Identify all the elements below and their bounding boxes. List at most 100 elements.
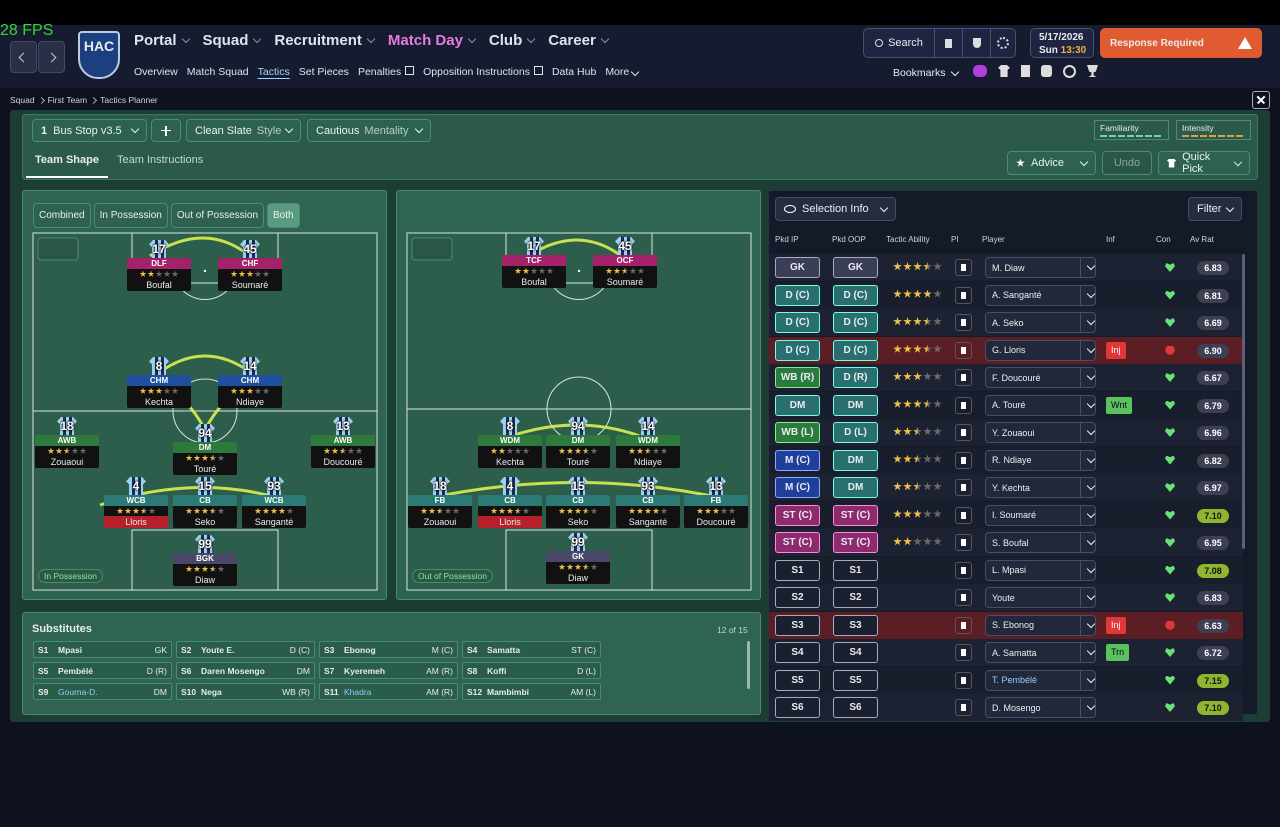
nav-item[interactable]: Match Day <box>388 32 477 49</box>
tab[interactable]: Team Shape <box>26 148 108 178</box>
position-button[interactable]: WB (R) <box>775 367 820 388</box>
player-dropdown[interactable]: S. Boufal <box>985 532 1096 553</box>
player-dropdown[interactable]: Y. Kechta <box>985 477 1096 498</box>
position-button[interactable]: S5 <box>833 669 878 691</box>
substitute[interactable]: S12 Mambimbi AM (L) <box>462 683 601 700</box>
breadcrumb-item[interactable]: First Team <box>47 95 88 105</box>
instructions-icon[interactable] <box>955 506 972 524</box>
player-card[interactable]: 17 TCF Boufal <box>502 237 566 288</box>
position-button[interactable]: S3 <box>833 614 878 636</box>
nav-item[interactable]: Portal <box>134 32 190 49</box>
player-dropdown[interactable]: A. Touré <box>985 394 1096 416</box>
intensity[interactable]: Intensity <box>1176 120 1251 140</box>
player-card[interactable]: 14 WDM Ndiaye <box>616 417 680 468</box>
instructions-icon[interactable] <box>955 259 972 276</box>
nav-item[interactable]: Squad <box>203 32 262 49</box>
nav-item[interactable]: Career <box>548 32 610 49</box>
selection-info-dropdown[interactable]: Selection Info <box>775 197 896 221</box>
position-button[interactable]: D (C) <box>775 284 820 306</box>
player-dropdown[interactable]: A. Sanganté <box>985 284 1096 306</box>
response-button[interactable]: Response Required <box>1100 28 1262 58</box>
undo-button[interactable]: Undo <box>1102 151 1152 175</box>
substitute[interactable]: S6 Daren Mosengo DM <box>176 662 315 679</box>
mentality-selector[interactable]: Cautious Mentality <box>307 119 431 142</box>
subnav-item[interactable]: Tactics <box>258 66 290 78</box>
player-card[interactable]: 45 CHF Soumaré <box>218 240 282 291</box>
tab[interactable]: Team Instructions <box>117 154 204 166</box>
subnav-item[interactable]: Data Hub <box>552 66 596 78</box>
quick-pick-button[interactable]: Quick Pick <box>1158 151 1250 175</box>
substitute[interactable]: S2 Youte E. D (C) <box>176 641 315 658</box>
club-logo[interactable]: HAC <box>78 31 120 79</box>
instructions-icon[interactable] <box>955 589 972 606</box>
instructions-icon[interactable] <box>955 314 972 331</box>
player-card[interactable]: 18 AWB Zouaoui <box>35 417 99 468</box>
view-filter[interactable]: In Possession <box>93 203 168 228</box>
position-button[interactable]: S4 <box>833 642 878 663</box>
player-dropdown[interactable]: G. Lloris <box>985 339 1096 361</box>
player-dropdown[interactable]: S. Ebonog <box>985 614 1096 636</box>
position-button[interactable]: S6 <box>775 697 820 718</box>
position-button[interactable]: WB (L) <box>775 422 820 443</box>
position-button[interactable]: S2 <box>775 587 820 608</box>
player-card[interactable]: 8 WDM Kechta <box>478 417 542 468</box>
instructions-icon[interactable] <box>955 644 972 661</box>
subnav-item[interactable]: Opposition Instructions <box>423 66 543 78</box>
position-button[interactable]: S6 <box>833 697 878 718</box>
instructions-icon[interactable] <box>955 286 972 304</box>
position-button[interactable]: D (L) <box>833 422 878 443</box>
position-button[interactable]: ST (C) <box>775 532 820 553</box>
position-button[interactable]: D (C) <box>833 284 878 306</box>
player-dropdown[interactable]: F. Doucouré <box>985 367 1096 388</box>
position-button[interactable]: DM <box>833 477 878 498</box>
player-dropdown[interactable]: T. Pembélé <box>985 669 1096 691</box>
filter-dropdown[interactable]: Filter <box>1188 197 1242 221</box>
bookmark-icon[interactable] <box>935 29 963 57</box>
nav-item[interactable]: Recruitment <box>274 32 376 49</box>
advice-button[interactable]: Advice <box>1007 151 1096 175</box>
player-card[interactable]: 13 AWB Doucouré <box>311 417 375 468</box>
familiarity[interactable]: Familiarity <box>1094 120 1169 140</box>
instructions-icon[interactable] <box>955 396 972 414</box>
date-box[interactable]: 5/17/2026 Sun 13:30 <box>1030 28 1094 58</box>
instructions-icon[interactable] <box>955 341 972 359</box>
breadcrumb-item[interactable]: Tactics Planner <box>100 95 158 105</box>
player-dropdown[interactable]: D. Mosengo <box>985 697 1096 718</box>
nav-item[interactable]: Club <box>489 32 536 49</box>
instructions-icon[interactable] <box>955 699 972 716</box>
player-card[interactable]: 99 BGK Diaw <box>173 535 237 586</box>
substitute[interactable]: S3 Ebonog M (C) <box>319 641 458 658</box>
position-button[interactable]: GK <box>833 257 878 278</box>
player-dropdown[interactable]: Y. Zouaoui <box>985 422 1096 443</box>
player-card[interactable]: 8 CHM Kechta <box>127 357 191 408</box>
view-filter[interactable]: Combined <box>33 203 91 228</box>
tactic-selector[interactable]: 1 Bus Stop v3.5 <box>32 119 147 142</box>
subnav-item[interactable]: Overview <box>134 66 178 78</box>
player-card[interactable]: 94 DM Touré <box>173 424 237 475</box>
instructions-icon[interactable] <box>955 561 972 579</box>
subnav-item[interactable]: Penalties <box>358 66 415 78</box>
style-selector[interactable]: Clean Slate Style <box>186 119 301 142</box>
player-card[interactable]: 94 DM Touré <box>546 417 610 468</box>
player-card[interactable]: 4 CB Lloris <box>478 477 542 528</box>
position-button[interactable]: GK <box>775 257 820 278</box>
substitute[interactable]: S10 Nega WB (R) <box>176 683 315 700</box>
instructions-icon[interactable] <box>955 479 972 496</box>
position-button[interactable]: DM <box>833 449 878 471</box>
position-button[interactable]: M (C) <box>775 449 820 471</box>
position-button[interactable]: D (C) <box>775 339 820 361</box>
player-card[interactable]: 99 GK Diaw <box>546 533 610 584</box>
player-dropdown[interactable]: R. Ndiaye <box>985 449 1096 471</box>
player-card[interactable]: 14 CHM Ndiaye <box>218 357 282 408</box>
shield-icon[interactable] <box>963 29 991 57</box>
substitute[interactable]: S7 Kyeremeh AM (R) <box>319 662 458 679</box>
search-button[interactable]: Search <box>864 29 935 57</box>
position-button[interactable]: ST (C) <box>833 504 878 526</box>
substitute[interactable]: S11 Khadra AM (R) <box>319 683 458 700</box>
position-button[interactable]: DM <box>833 394 878 416</box>
subnav-item[interactable]: Set Pieces <box>299 66 349 78</box>
settings-icon[interactable] <box>991 37 1015 49</box>
back-button[interactable] <box>10 41 37 73</box>
position-button[interactable]: M (C) <box>775 477 820 498</box>
substitute[interactable]: S8 Koffi D (L) <box>462 662 601 679</box>
